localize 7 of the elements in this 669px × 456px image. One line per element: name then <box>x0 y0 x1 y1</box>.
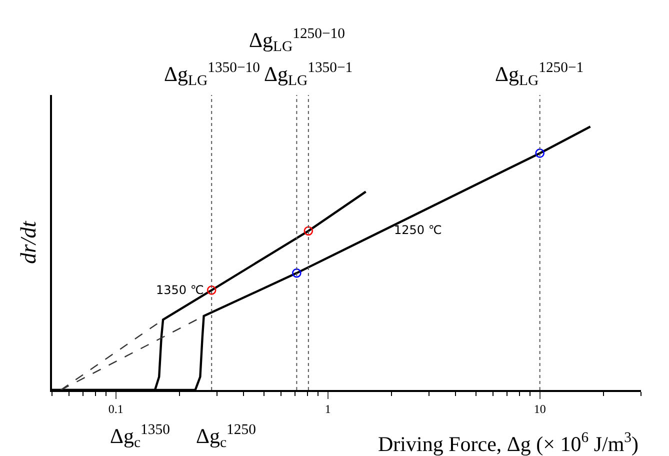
y-axis-title: dr/dt <box>16 220 41 264</box>
x-tick-label: 10 <box>534 402 546 416</box>
x-tick-label: 0.1 <box>108 402 124 416</box>
x-axis-title: Driving Force, Δg (× 10$^{6}$ J/m$^{3}$) <box>378 430 639 456</box>
x-tick-label: 1 <box>324 402 331 416</box>
series-label: 1250 ℃ <box>394 223 442 237</box>
series-label: 1350 ℃ <box>156 283 204 297</box>
